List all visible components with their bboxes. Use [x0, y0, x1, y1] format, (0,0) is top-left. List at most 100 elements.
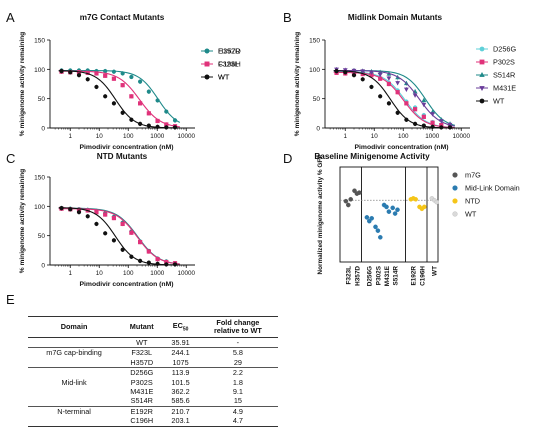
data-point	[360, 77, 365, 82]
data-point	[369, 70, 374, 75]
data-point	[146, 249, 151, 254]
x-axis-label: Pimodivir concentration (nM)	[354, 144, 448, 151]
legend-label: NTD	[465, 197, 480, 206]
data-point	[164, 125, 169, 130]
data-point	[369, 215, 375, 221]
data-point	[439, 125, 444, 130]
legend-label: S514R	[493, 71, 515, 80]
legend-label: H357D	[218, 47, 241, 56]
legend-label: m7G	[465, 171, 481, 180]
fit-curve-m431e	[333, 69, 455, 127]
x-tick-label: 10000	[453, 133, 471, 140]
data-point	[334, 68, 339, 74]
table-cell-domain	[28, 387, 120, 396]
legend-label: WT	[218, 73, 230, 82]
data-point	[364, 215, 370, 220]
data-point	[395, 110, 400, 115]
x-tick-label: 100	[123, 133, 134, 140]
table-cell-fold: 9.1	[232, 387, 243, 397]
data-point	[120, 71, 125, 76]
data-point	[395, 207, 400, 213]
data-point	[369, 84, 374, 90]
data-point	[390, 205, 396, 211]
data-point	[421, 204, 427, 210]
y-axis-label: % minigenome activity remaining	[19, 169, 26, 273]
y-tick-label: 0	[316, 126, 320, 133]
data-point	[103, 212, 108, 217]
data-point	[129, 94, 134, 99]
data-point	[103, 231, 108, 236]
data-point	[172, 125, 178, 130]
table-cell-mutant: M431E	[130, 387, 154, 397]
table-row: D256G 113.9 2.2	[28, 367, 278, 378]
data-point	[76, 210, 82, 215]
panel-a-letter: A	[6, 10, 15, 25]
data-point	[155, 118, 160, 124]
x-tick-label: 10000	[178, 133, 196, 140]
table-cell-mutant: F323L	[120, 347, 164, 358]
data-point	[120, 221, 125, 227]
chart-title: NTD Mutants	[97, 152, 148, 161]
data-point	[413, 196, 419, 202]
table-cell-ec50: 113.9	[163, 367, 198, 378]
data-point	[120, 110, 125, 115]
data-point	[412, 93, 418, 98]
x-tick-label: 1000	[150, 270, 165, 277]
data-point	[377, 72, 383, 78]
data-point	[375, 228, 381, 233]
legend-label: Mid-Link Domain	[465, 184, 520, 193]
table-row: H357D 1075 29	[28, 358, 278, 368]
fit-curve-wt	[58, 70, 180, 129]
panel-c-letter: C	[6, 151, 15, 166]
table-cell-ec50: 210.7	[163, 405, 198, 417]
legend-marker	[452, 211, 458, 217]
data-point	[103, 73, 108, 78]
table-cell-fold: 2.2	[197, 367, 278, 378]
ec50-table: Domain Mutant EC50 Fold change relative t…	[28, 316, 278, 427]
table-cell-domain	[28, 358, 120, 368]
table-row: WT 35.91 -	[28, 338, 278, 348]
y-axis-label: % minigenome activity remaining	[19, 32, 26, 136]
x-tick-label: E192R	[411, 266, 418, 286]
data-point	[386, 209, 392, 214]
data-point	[111, 215, 117, 221]
x-tick-label: D256G	[367, 266, 374, 286]
panel-d-letter: D	[283, 151, 292, 166]
data-point	[438, 119, 444, 124]
data-point	[155, 98, 160, 103]
data-point	[68, 207, 73, 212]
data-point	[94, 221, 99, 227]
legend-label: D256G	[493, 45, 516, 54]
table-cell-ec50: 244.1	[163, 347, 198, 358]
legend-label: WT	[465, 210, 477, 219]
table-header-mutant: Mutant	[120, 316, 164, 338]
data-point	[386, 76, 392, 81]
data-point	[138, 258, 143, 263]
fit-curve-e192r	[58, 207, 180, 265]
table-header-domain: Domain	[28, 316, 121, 338]
table-header-row: Domain Mutant EC50 Fold change relative t…	[28, 316, 278, 338]
data-point	[120, 247, 125, 252]
data-point	[138, 240, 143, 245]
data-point	[351, 73, 357, 78]
table-cell-domain: N-terminal	[28, 405, 121, 417]
data-point	[343, 198, 349, 204]
legend-marker	[452, 198, 458, 204]
legend-marker	[204, 61, 210, 67]
y-tick-label: 100	[309, 67, 320, 74]
table-row: Mid-link P302S 101.5 1.8	[28, 378, 278, 387]
x-tick-label: 1000	[425, 133, 440, 140]
legend-marker	[204, 48, 210, 54]
y-tick-label: 150	[34, 175, 45, 182]
x-tick-label: S514R	[393, 266, 400, 286]
x-tick-label: 1	[344, 133, 348, 140]
y-tick-label: 100	[34, 67, 45, 74]
legend-marker	[204, 74, 210, 80]
table-body: WT 35.91- m7G cap-binding F323L 244.1 5.8 H357…	[28, 338, 278, 427]
data-point	[413, 121, 418, 126]
table-cell-mutant: E192R	[120, 405, 164, 417]
data-point	[85, 77, 90, 82]
fit-curve-wt	[333, 70, 455, 129]
x-tick-label: M431E	[384, 265, 391, 286]
